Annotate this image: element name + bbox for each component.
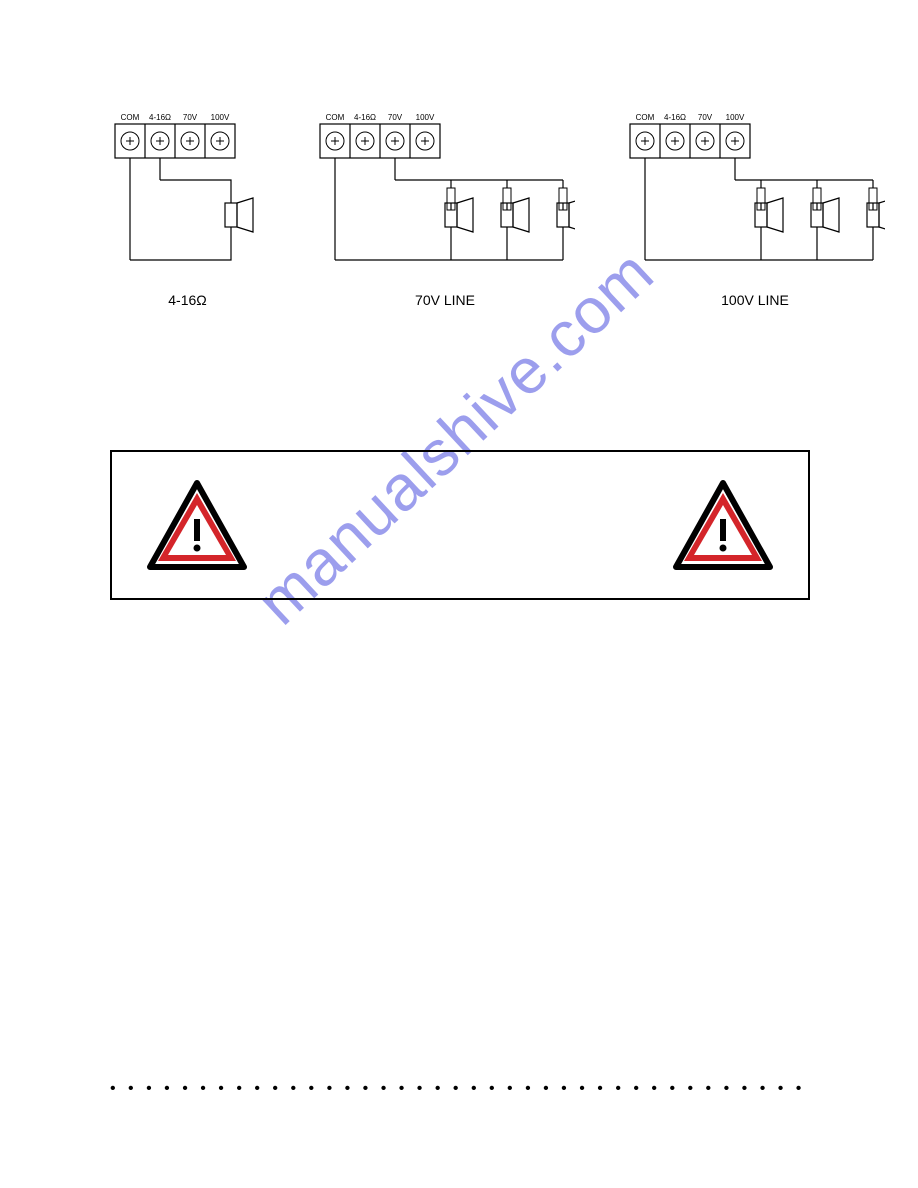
diagram-70v: COM 4-16Ω 70V 100V 70V LINE: [315, 110, 575, 310]
caption-4-16: 4-16Ω: [168, 292, 207, 308]
wiring-svg-4-16: COM 4-16Ω 70V 100V: [110, 110, 265, 280]
svg-text:COM: COM: [636, 113, 655, 122]
svg-text:COM: COM: [121, 113, 140, 122]
dotted-separator: • • • • • • • • • • • • • • • • • • • • …: [110, 1080, 810, 1098]
wiring-diagrams-row: COM 4-16Ω 70V 100V 4-16Ω COM 4-16Ω 70V 100V 70…: [110, 110, 870, 310]
caption-100v: 100V LINE: [721, 292, 789, 308]
caption-70v: 70V LINE: [415, 292, 475, 308]
svg-text:4-16Ω: 4-16Ω: [149, 113, 171, 122]
svg-text:COM: COM: [326, 113, 345, 122]
diagram-4-16ohm: COM 4-16Ω 70V 100V 4-16Ω: [110, 110, 265, 310]
diagram-100v: COM 4-16Ω 70V 100V 100V LINE: [625, 110, 885, 310]
page-root: COM 4-16Ω 70V 100V 4-16Ω COM 4-16Ω 70V 100V 70…: [0, 0, 918, 1188]
svg-text:70V: 70V: [183, 113, 198, 122]
svg-text:100V: 100V: [416, 113, 435, 122]
wiring-svg-70v: COM 4-16Ω 70V 100V: [315, 110, 575, 280]
warning-triangle-right-icon: [668, 475, 778, 575]
svg-text:70V: 70V: [698, 113, 713, 122]
wiring-svg-100v: COM 4-16Ω 70V 100V: [625, 110, 885, 280]
svg-text:70V: 70V: [388, 113, 403, 122]
svg-text:100V: 100V: [211, 113, 230, 122]
warning-box: [110, 450, 810, 600]
warning-triangle-left-icon: [142, 475, 252, 575]
svg-text:100V: 100V: [726, 113, 745, 122]
svg-text:4-16Ω: 4-16Ω: [664, 113, 686, 122]
svg-text:4-16Ω: 4-16Ω: [354, 113, 376, 122]
